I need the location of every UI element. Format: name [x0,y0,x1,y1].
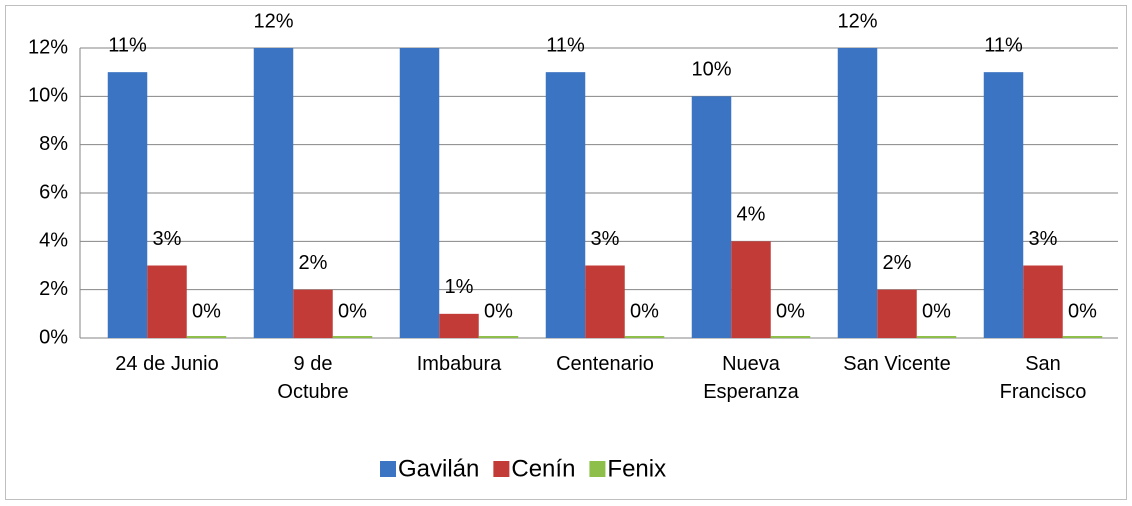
x-tick-label: 9 de Octubre [277,353,349,403]
bar [837,48,878,338]
bar [585,265,625,338]
bar [916,336,957,338]
x-tick-label: San Vicente [843,353,951,375]
data-label: 2% [883,252,912,274]
legend-swatch [589,461,606,477]
bar [1062,336,1103,338]
bar [186,336,227,338]
bar [293,289,333,338]
bar [731,241,771,338]
bar [770,336,811,338]
x-tick-label: 24 de Junio [115,353,219,375]
x-tick-label: Nueva Esperanza [703,353,799,403]
bar [1023,265,1063,338]
data-label: 0% [484,300,513,322]
legend-label: Gavilán [398,455,479,482]
bar [545,72,586,339]
chart-border [5,5,1127,500]
x-tick-label: Centenario [556,353,654,375]
data-label: 3% [1029,228,1058,250]
x-tick-label: San Francisco [999,353,1087,403]
data-label: 0% [1068,300,1097,322]
legend-label: Fenix [607,455,666,482]
y-tick-label: 8% [39,133,68,155]
y-tick-label: 12% [28,36,68,58]
x-tick-label: Imbabura [416,353,502,375]
bar [399,48,440,338]
bar [478,336,519,338]
y-tick-label: 2% [39,278,68,300]
data-label: 1% [445,276,474,298]
bar [877,289,917,338]
data-label: 0% [192,300,221,322]
bar [253,48,294,338]
legend-label: Cenín [511,455,575,482]
data-label: 11% [984,34,1023,56]
y-tick-label: 6% [39,181,68,203]
y-tick-label: 0% [39,326,68,348]
legend-swatch [380,461,396,477]
y-tick-label: 4% [39,230,68,252]
data-label: 11% [108,34,147,56]
bar [107,72,148,339]
bar [332,336,373,338]
bar [439,313,479,338]
data-label: 12% [837,10,877,32]
data-label: 11% [546,34,585,56]
data-label: 0% [338,300,367,322]
data-label: 0% [922,300,951,322]
data-label: 4% [737,204,766,226]
data-label: 2% [299,252,328,274]
bar [147,265,187,338]
data-label: 3% [591,228,620,250]
bar [983,72,1024,339]
data-label: 0% [630,300,659,322]
bar [624,336,665,338]
data-label: 0% [776,300,805,322]
data-label: 12% [253,10,293,32]
data-label: 3% [153,228,182,250]
legend-swatch [493,461,510,477]
data-label: 10% [691,59,731,81]
y-tick-label: 10% [28,85,68,107]
bar [691,96,732,338]
